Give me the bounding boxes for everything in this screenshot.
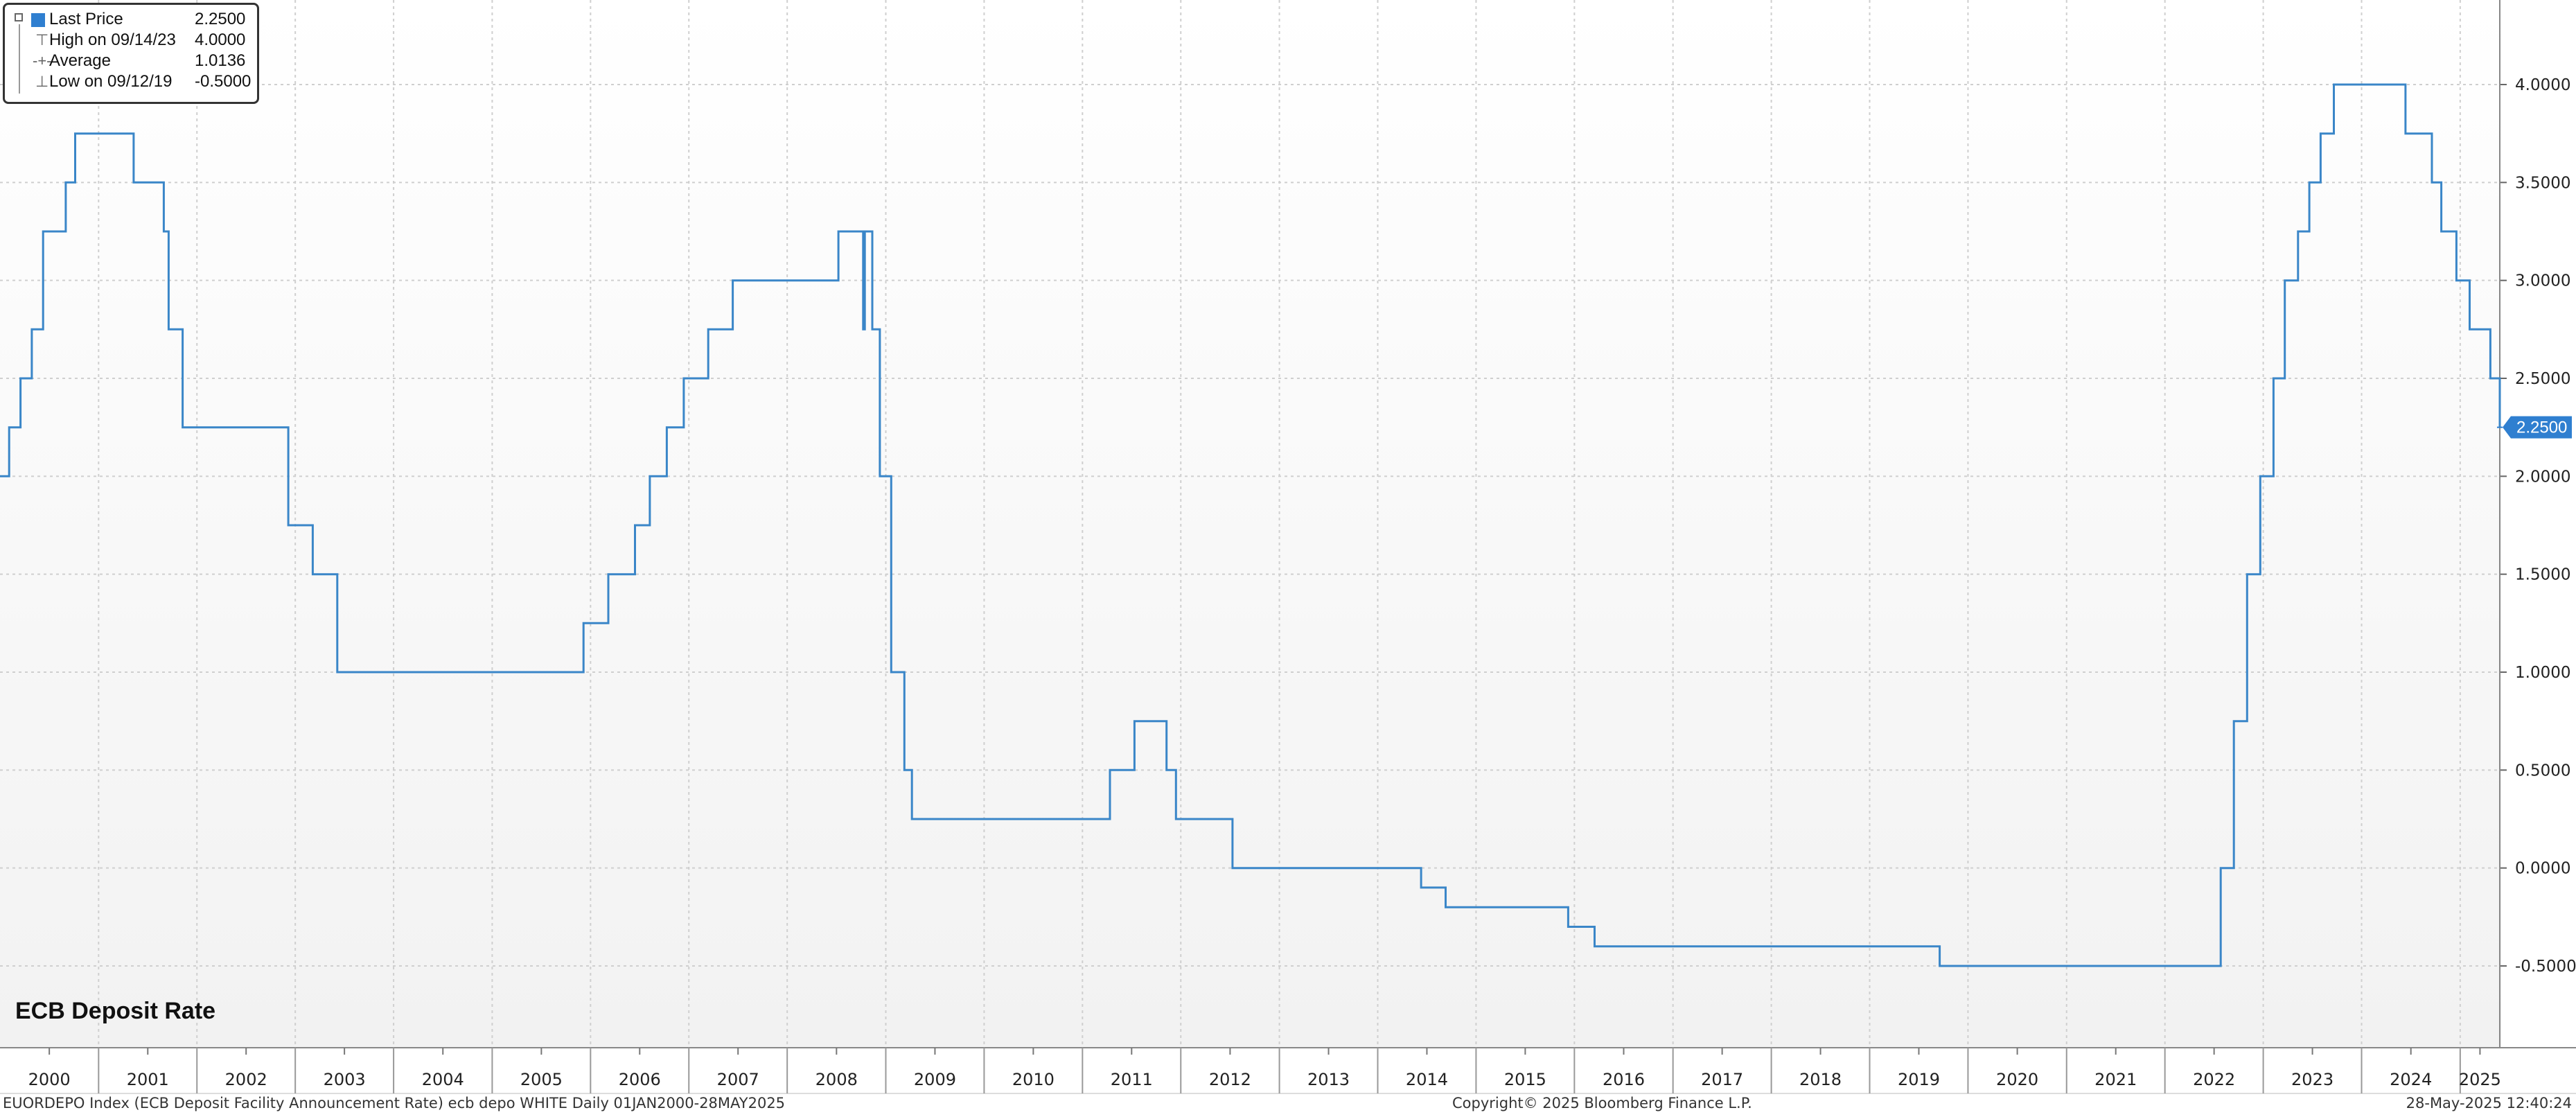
plot-background: [0, 0, 2501, 1048]
x-tick-label: 2015: [1504, 1070, 1546, 1089]
x-tick-label: 2023: [2291, 1070, 2334, 1089]
series-layer: [0, 83, 2501, 967]
x-tick-label: 2013: [1307, 1070, 1350, 1089]
x-tick-label: 2019: [1898, 1070, 1940, 1089]
footer-center: Copyright© 2025 Bloomberg Finance L.P.: [1452, 1095, 1752, 1111]
x-tick-label: 2008: [815, 1070, 858, 1089]
last-value-badge-shape: [2503, 416, 2572, 439]
legend-tree-line: [19, 24, 20, 94]
footer-left: EUORDEPO Index (ECB Deposit Facility Ann…: [3, 1095, 786, 1111]
x-tick-label: 2006: [619, 1070, 661, 1089]
y-axis: 4.0000 3.5000 3.0000 2.5000 2.0000 1.5000 1.00…: [2499, 0, 2576, 1048]
legend-item-low: ⊥ Low on 09/12/19 -0.5000: [5, 71, 257, 92]
series-swatch-icon: [31, 13, 45, 27]
legend-value: 1.0136: [195, 51, 246, 70]
x-tick-label: 2005: [520, 1070, 563, 1089]
legend-label: Low on 09/12/19: [49, 72, 173, 91]
y-tick-label: -0.5000: [2515, 958, 2576, 976]
x-tick-label: 2000: [28, 1070, 71, 1089]
x-tick-label: 2025: [2459, 1070, 2501, 1089]
x-tick-label: 2004: [422, 1070, 464, 1089]
x-tick-label: 2018: [1799, 1070, 1842, 1089]
x-tick-label: 2021: [2094, 1070, 2137, 1089]
x-tick-label: 2003: [324, 1070, 366, 1089]
legend-value: 2.2500: [195, 10, 246, 28]
collapse-toggle-icon[interactable]: [15, 13, 23, 21]
legend: Last Price 2.2500 ⊤ High on 09/14/23 4.0…: [3, 3, 259, 104]
legend-item-average: -+- Average 1.0136: [5, 51, 257, 71]
footer-right: 28-May-2025 12:40:24: [2406, 1095, 2572, 1111]
last-value-badge-text: 2.2500: [2516, 419, 2567, 437]
legend-value: 4.0000: [195, 30, 246, 49]
x-tick-label: 2011: [1111, 1070, 1153, 1089]
x-tick-label: 2002: [225, 1070, 267, 1089]
y-tick-label: 1.0000: [2515, 664, 2570, 682]
y-tick-label: 0.5000: [2515, 762, 2570, 780]
y-tick-label: 2.5000: [2515, 370, 2570, 388]
y-tick-label: 4.0000: [2515, 76, 2570, 94]
high-marker-icon: ⊤: [35, 31, 49, 49]
x-tick-label: 2020: [1996, 1070, 2038, 1089]
x-tick-label: 2024: [2390, 1070, 2432, 1089]
x-tick-label: 2001: [127, 1070, 169, 1089]
y-tick-label: 1.5000: [2515, 566, 2570, 584]
series-line: [0, 83, 2501, 967]
x-axis: 2000 2001 2002 2003 2004 2005 2006 2007 2008 2009…: [0, 1047, 2576, 1094]
x-tick-label: 2010: [1012, 1070, 1055, 1089]
x-tick-label: 2017: [1701, 1070, 1743, 1089]
x-tick-label: 2007: [717, 1070, 759, 1089]
legend-label: Average: [49, 51, 111, 70]
chart-title: ECB Deposit Rate: [15, 998, 216, 1024]
y-tick-label: 3.0000: [2515, 272, 2570, 290]
x-tick-label: 2014: [1406, 1070, 1448, 1089]
x-tick-label: 2009: [914, 1070, 956, 1089]
y-tick-label: 2.0000: [2515, 468, 2570, 486]
legend-item-high: ⊤ High on 09/14/23 4.0000: [5, 30, 257, 51]
x-tick-label: 2022: [2193, 1070, 2235, 1089]
last-value-badge: 2.2500: [2497, 416, 2572, 439]
low-marker-icon: ⊥: [35, 73, 49, 90]
legend-value: -0.5000: [195, 72, 252, 91]
x-tick-label: 2012: [1209, 1070, 1251, 1089]
legend-label: Last Price: [49, 10, 123, 28]
legend-label: High on 09/14/23: [49, 30, 176, 49]
average-marker-icon: -+-: [33, 52, 52, 69]
legend-item-last-price: Last Price 2.2500: [5, 9, 257, 30]
x-tick-label: 2016: [1603, 1070, 1645, 1089]
y-tick-label: 0.0000: [2515, 860, 2570, 878]
y-tick-label: 3.5000: [2515, 174, 2570, 192]
